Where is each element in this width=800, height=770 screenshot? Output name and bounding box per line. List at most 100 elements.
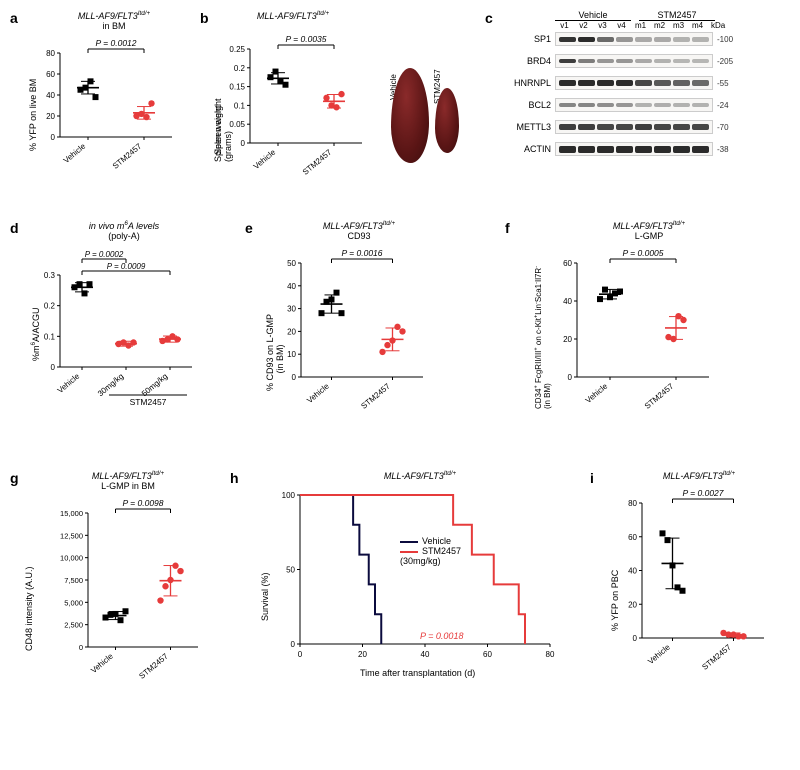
plot-d: 0 0.1 0.2 0.3 Vehicle 30mg/kg 50mg/kg P = 0.000… (38, 241, 198, 411)
legend-stm: STM2457 (30mg/kg) (400, 546, 461, 566)
svg-text:P = 0.0016: P = 0.0016 (341, 248, 382, 258)
svg-text:12,500: 12,500 (60, 531, 83, 540)
svg-text:10,000: 10,000 (60, 554, 83, 563)
svg-text:STM2457: STM2457 (700, 642, 733, 672)
svg-text:60: 60 (563, 259, 572, 268)
title-i: MLL-AF9/FLT3Itd/+ (618, 470, 780, 481)
panel-label-i: i (590, 470, 594, 486)
xlabel-h: Time after transplantation (d) (360, 668, 475, 678)
panel-label-b: b (200, 10, 209, 26)
svg-text:60: 60 (46, 70, 55, 79)
dotplot-g: 02,5005,0007,50010,00012,50015,000Vehicl… (54, 491, 204, 681)
svg-text:Vehicle: Vehicle (646, 642, 672, 666)
pval-h: P = 0.0018 (420, 631, 463, 641)
svg-text:0.2: 0.2 (44, 302, 56, 311)
blot-row-mettl3: METTL3-70 (503, 118, 773, 136)
svg-text:0: 0 (51, 133, 56, 142)
legend-line-icon (400, 541, 418, 543)
svg-text:60: 60 (483, 650, 492, 659)
svg-text:P = 0.0035: P = 0.0035 (285, 34, 326, 44)
plot-a: 020406080VehicleSTM2457P = 0.0012 % YFP … (38, 31, 178, 171)
title-g: MLL-AF9/FLT3Itd/+L-GMP in BM (46, 470, 210, 491)
panel-h: h MLL-AF9/FLT3Itd/+ 050100020406080 Surv… (230, 470, 570, 676)
dotplot-f: 0 20 40 60 Vehicle STM2457 P = 0.0005 (555, 241, 715, 411)
svg-text:40: 40 (563, 297, 572, 306)
svg-text:0: 0 (633, 634, 638, 643)
plot-f: 0204060VehicleSTM2457P = 0.0005 CD34+ Fc… (555, 241, 715, 411)
svg-text:P = 0.0002: P = 0.0002 (85, 250, 124, 259)
legend-vehicle: Vehicle (400, 536, 461, 546)
dotplot-d: 0 0.1 0.2 0.3 Vehicle 30mg/kg 50mg/kg P = 0.000… (38, 241, 198, 411)
svg-text:Vehicle: Vehicle (252, 147, 278, 171)
panel-label-h: h (230, 470, 239, 486)
lane-headers: v1v2v3v4m1m2m3m4kDa (555, 21, 773, 30)
svg-text:0: 0 (291, 640, 296, 649)
spleen-vehicle (391, 68, 429, 163)
svg-text:P = 0.0009: P = 0.0009 (107, 262, 146, 271)
svg-text:0.2: 0.2 (234, 64, 246, 73)
svg-text:0: 0 (568, 373, 573, 382)
svg-text:0: 0 (51, 363, 56, 372)
svg-text:Vehicle: Vehicle (56, 371, 82, 395)
svg-text:Vehicle: Vehicle (62, 141, 88, 165)
svg-text:P = 0.0027: P = 0.0027 (682, 488, 723, 498)
svg-text:2,500: 2,500 (64, 621, 83, 630)
ylabel-h: Survival (%) (260, 572, 270, 621)
ylabel-i: % YFP on PBC (610, 570, 620, 631)
svg-text:0.3: 0.3 (44, 271, 56, 280)
panel-i: i MLL-AF9/FLT3Itd/+ 020406080VehicleSTM2… (590, 470, 780, 676)
svg-text:10: 10 (287, 350, 296, 359)
plot-h: 050100020406080 Survival (%) Time after … (270, 481, 560, 676)
svg-text:40: 40 (287, 282, 296, 291)
dotplot-a: 020406080VehicleSTM2457P = 0.0012 (38, 31, 178, 171)
svg-text:20: 20 (628, 600, 637, 609)
blot-group-vehicle: Vehicle (555, 10, 631, 21)
panel-label-g: g (10, 470, 19, 486)
svg-text:0: 0 (79, 643, 83, 652)
svg-text:50mg/kg: 50mg/kg (140, 372, 169, 399)
svg-text:STM2457: STM2457 (111, 141, 144, 171)
panel-g: g MLL-AF9/FLT3Itd/+L-GMP in BM 02,5005,0… (10, 470, 210, 681)
svg-text:0.15: 0.15 (229, 83, 245, 92)
title-a: MLL-AF9/FLT3Itd/+in BM (38, 10, 190, 31)
svg-text:0: 0 (298, 650, 303, 659)
svg-text:0.1: 0.1 (44, 332, 56, 341)
svg-text:50: 50 (287, 259, 296, 268)
panel-f: f MLL-AF9/FLT3Itd/+L-GMP 0204060VehicleS… (505, 220, 765, 411)
blot-row-hnrnpl: HNRNPL-55 (503, 74, 773, 92)
dotplot-i: 020406080VehicleSTM2457P = 0.0027 (620, 481, 770, 676)
title-d: in vivo m6A levels(poly-A) (38, 220, 210, 241)
legend-line-icon (400, 551, 418, 553)
svg-text:30mg/kg: 30mg/kg (96, 372, 125, 399)
svg-text:0: 0 (241, 139, 246, 148)
svg-text:100: 100 (282, 491, 296, 500)
svg-text:20: 20 (287, 327, 296, 336)
svg-text:Vehicle: Vehicle (305, 381, 331, 405)
svg-text:30: 30 (287, 305, 296, 314)
ylabel-g: CD48 intensity (A.U.) (24, 566, 34, 651)
survival-plot: 050100020406080 (270, 481, 560, 676)
svg-text:80: 80 (546, 650, 555, 659)
title-b: MLL-AF9/FLT3Itd/+ (228, 10, 358, 21)
svg-text:0.1: 0.1 (234, 101, 246, 110)
svg-text:STM2457: STM2457 (643, 381, 676, 411)
plot-g: 02,5005,0007,50010,00012,50015,000Vehicl… (54, 491, 204, 681)
svg-text:40: 40 (421, 650, 430, 659)
svg-text:20: 20 (563, 335, 572, 344)
blot-group-stm: STM2457 (639, 10, 715, 21)
svg-text:40: 40 (46, 91, 55, 100)
plot-e: 01020304050VehicleSTM2457P = 0.0016 % CD… (279, 241, 429, 411)
svg-text:STM2457: STM2457 (359, 381, 392, 411)
svg-text:STM2457: STM2457 (137, 651, 170, 681)
blot-box: Vehicle STM2457 v1v2v3v4m1m2m3m4kDa SP1-… (503, 10, 773, 158)
title-e: MLL-AF9/FLT3Itd/+CD93 (273, 220, 445, 241)
dotplot-b: 00.050.10.150.20.25VehicleSTM2457P = 0.0… (228, 27, 368, 177)
svg-text:15,000: 15,000 (60, 509, 83, 518)
svg-text:STM2457: STM2457 (301, 147, 334, 177)
svg-text:P = 0.0098: P = 0.0098 (122, 498, 163, 508)
svg-text:P = 0.0005: P = 0.0005 (622, 248, 663, 258)
svg-text:Vehicle: Vehicle (584, 381, 610, 405)
blot-row-actin: ACTIN-38 (503, 140, 773, 158)
svg-text:STM2457: STM2457 (130, 397, 167, 407)
svg-text:0.25: 0.25 (229, 45, 245, 54)
